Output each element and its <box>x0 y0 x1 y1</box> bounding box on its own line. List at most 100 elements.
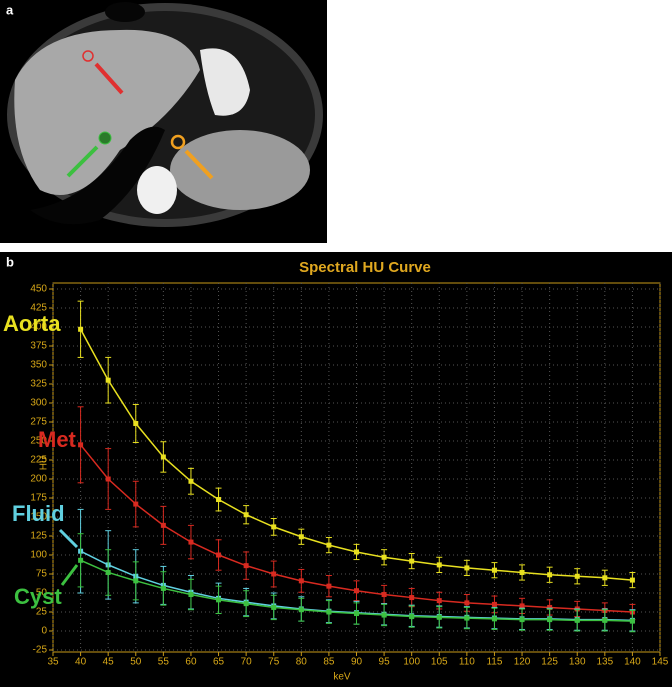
marker <box>160 585 166 591</box>
marker <box>547 617 553 623</box>
y-tick-label: 350 <box>30 360 47 371</box>
ct-vertebra <box>137 166 177 214</box>
roi-cyst <box>98 131 112 145</box>
marker <box>436 614 442 620</box>
marker <box>78 557 84 563</box>
marker <box>354 611 359 617</box>
x-tick-label: 100 <box>403 657 420 668</box>
x-tick-label: 135 <box>596 657 613 668</box>
x-tick-label: 125 <box>541 657 558 668</box>
marker <box>381 554 387 560</box>
marker <box>491 601 497 607</box>
marker <box>271 524 277 530</box>
marker <box>354 549 359 555</box>
legend-arrow <box>60 564 79 586</box>
marker <box>409 614 415 620</box>
marker <box>298 607 304 613</box>
y-tick-label: 375 <box>30 341 47 352</box>
y-tick-label: 225 <box>30 455 47 466</box>
marker <box>105 377 111 383</box>
marker <box>133 421 139 427</box>
marker <box>105 569 111 575</box>
y-tick-label: 325 <box>30 379 47 390</box>
y-tick-label: -25 <box>33 645 48 656</box>
y-tick-label: 425 <box>30 303 47 314</box>
x-tick-label: 115 <box>486 657 502 668</box>
marker <box>271 571 277 577</box>
marker <box>519 617 525 623</box>
arrow-aorta <box>184 149 214 180</box>
x-tick-label: 85 <box>323 657 335 668</box>
y-tick-label: 125 <box>30 531 47 542</box>
y-tick-label: 300 <box>30 398 47 409</box>
x-tick-label: 60 <box>185 657 197 668</box>
y-tick-label: 25 <box>36 607 48 618</box>
x-tick-label: 35 <box>47 657 59 668</box>
marker <box>574 617 580 623</box>
marker <box>78 326 84 332</box>
y-tick-label: 450 <box>30 284 47 295</box>
marker <box>381 592 387 598</box>
legend-label: Met <box>38 427 77 452</box>
panel-label: a <box>6 2 14 17</box>
legend-label: Fluid <box>12 501 65 526</box>
ct-panel: a <box>0 0 327 243</box>
y-tick-label: 175 <box>30 493 47 504</box>
x-tick-label: 140 <box>624 657 641 668</box>
ct-lung <box>30 126 165 225</box>
marker <box>381 612 387 618</box>
marker <box>464 565 470 571</box>
marker <box>547 604 553 610</box>
marker <box>133 578 139 584</box>
marker <box>491 616 497 622</box>
y-tick-label: 75 <box>36 569 48 580</box>
marker <box>326 609 332 615</box>
x-tick-label: 130 <box>569 657 586 668</box>
ct-spleen <box>170 130 310 210</box>
marker <box>436 562 442 568</box>
ct-stomach <box>200 48 250 116</box>
y-tick-label: 0 <box>41 626 47 637</box>
marker <box>243 563 249 569</box>
arrow-cyst <box>66 145 99 178</box>
x-tick-label: 145 <box>652 657 669 668</box>
marker <box>602 617 608 623</box>
y-tick-label: 400 <box>30 322 47 333</box>
x-tick-label: 40 <box>75 657 87 668</box>
marker <box>188 478 194 484</box>
marker <box>216 552 222 558</box>
x-tick-label: 75 <box>268 657 280 668</box>
marker <box>464 615 470 621</box>
marker <box>602 575 608 581</box>
x-tick-label: 45 <box>103 657 115 668</box>
y-tick-label: 250 <box>30 436 47 447</box>
x-tick-label: 65 <box>213 657 225 668</box>
chart-background <box>0 252 672 687</box>
y-tick-label: 150 <box>30 512 47 523</box>
marker <box>354 588 359 594</box>
marker <box>629 577 635 583</box>
x-axis-label: keV <box>333 672 351 683</box>
marker <box>188 539 194 545</box>
marker <box>243 601 249 607</box>
marker <box>188 592 194 598</box>
x-tick-label: 90 <box>351 657 363 668</box>
x-tick-label: 50 <box>130 657 142 668</box>
plot: -25 0 25 50 75 100 125 150 175 200 225 250 275 300 325… <box>30 282 669 668</box>
marker <box>519 569 525 575</box>
x-tick-label: 120 <box>514 657 531 668</box>
ct-bowel-gas <box>105 2 145 22</box>
marker <box>298 578 304 584</box>
legend-label: Aorta <box>3 311 61 336</box>
marker <box>298 534 304 540</box>
y-tick-label: 100 <box>30 550 47 561</box>
x-tick-label: 70 <box>241 657 253 668</box>
x-tick-label: 105 <box>431 657 448 668</box>
marker <box>216 597 222 603</box>
marker <box>436 598 442 604</box>
marker <box>519 603 525 609</box>
roi-aorta <box>170 134 186 150</box>
marker <box>271 604 277 610</box>
arrow-met <box>94 62 124 95</box>
chart-title: Spectral HU Curve <box>299 259 431 276</box>
